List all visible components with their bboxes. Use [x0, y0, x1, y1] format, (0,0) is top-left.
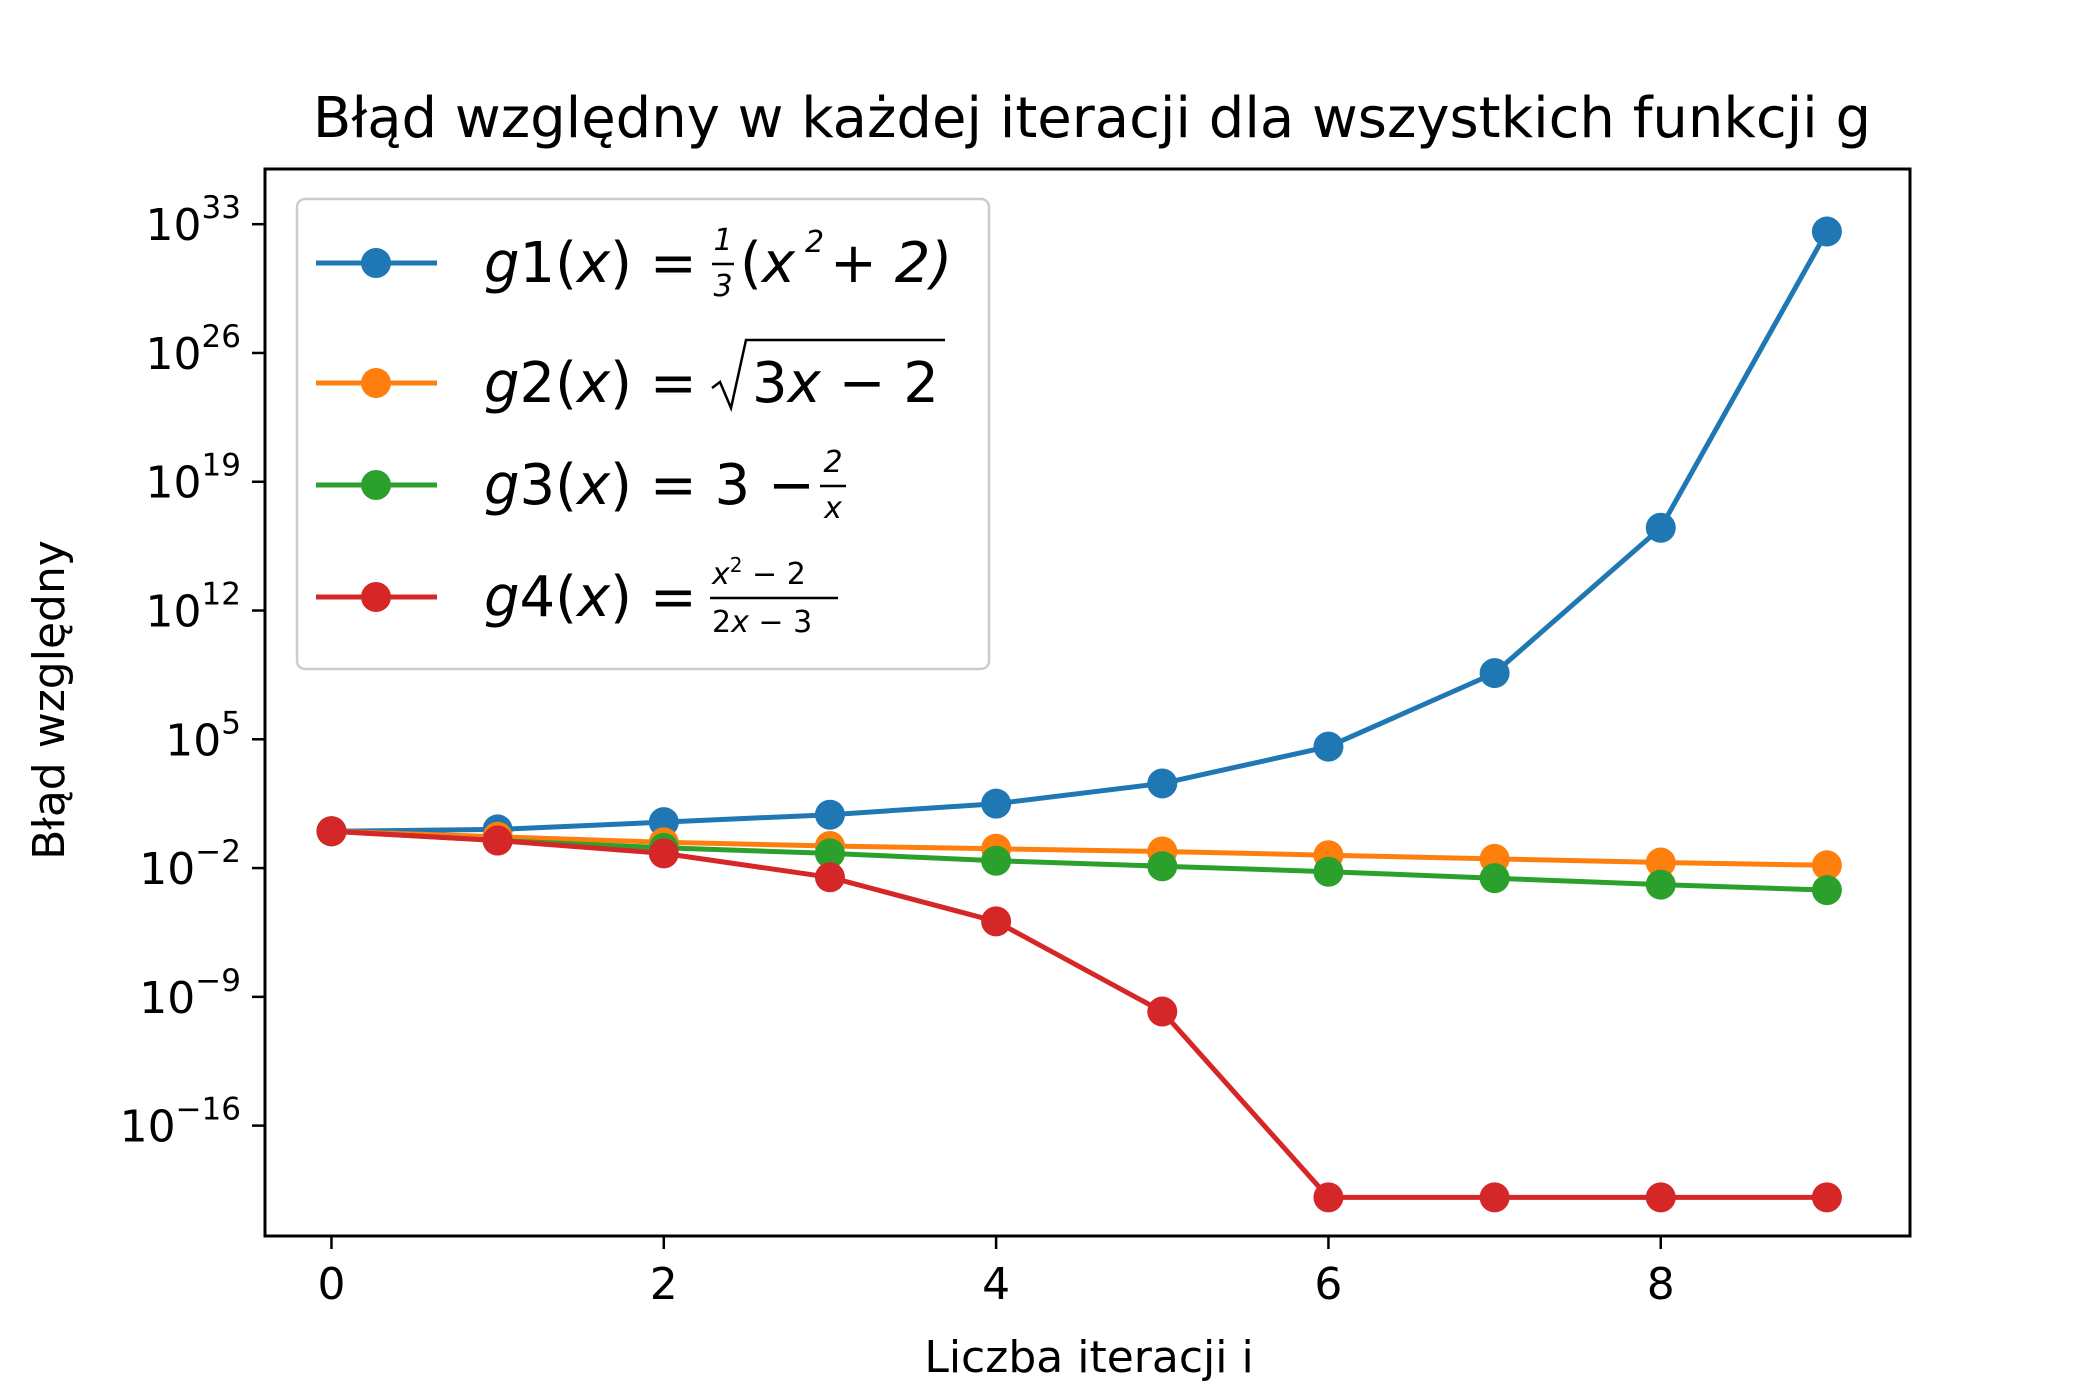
- data-point-g3: [1811, 875, 1842, 906]
- y-axis-label: Błąd względny: [24, 540, 75, 860]
- chart-title: Błąd względny w każdej iteracji dla wszy…: [313, 86, 1871, 151]
- legend-entry-g1: g1(x) = 1 3 (x 2 + 2): [316, 223, 952, 304]
- data-point-g3: [1147, 851, 1178, 882]
- data-point-g4: [1811, 1182, 1842, 1213]
- svg-text:g2(x) =: g2(x) =: [484, 351, 697, 416]
- svg-text:g1(x) =: g1(x) =: [484, 231, 697, 296]
- series-line-g3: [331, 828, 1827, 893]
- legend-label-g4: g4(x) = x2 − 2 2x − 3: [484, 553, 838, 640]
- data-point-g1: [981, 788, 1012, 819]
- legend-marker-g3: [361, 470, 391, 500]
- data-point-g4: [1313, 1182, 1344, 1213]
- series-line-g2: [331, 828, 1827, 868]
- data-point-g3: [1645, 869, 1676, 900]
- y-axis-ticks: 10−16 10−9 10−2 105 1012 1019 1026 1033: [120, 190, 265, 1153]
- data-point-g3: [1313, 856, 1344, 887]
- data-point-g1: [1147, 768, 1178, 799]
- x-tick-label: 4: [982, 1259, 1010, 1310]
- svg-text:3: 3: [713, 269, 732, 304]
- legend-entry-g2: g2(x) = 3x − 2: [316, 338, 945, 416]
- x-tick-label: 0: [317, 1259, 345, 1310]
- legend-label-g2: g2(x) = 3x − 2: [484, 338, 945, 416]
- data-point-g1: [1811, 216, 1842, 247]
- legend-entry-g3: g3(x) = 3 − 2 x: [316, 445, 846, 526]
- legend-label-g3: g3(x) = 3 − 2 x: [484, 445, 846, 526]
- y-tick-label: 105: [165, 705, 241, 766]
- y-tick-label: 1012: [146, 577, 241, 638]
- x-tick-label: 6: [1314, 1259, 1342, 1310]
- svg-text:+ 2): + 2): [830, 231, 952, 296]
- legend-box: [295, 197, 991, 671]
- svg-text:2: 2: [805, 225, 824, 260]
- y-tick-label: 1026: [146, 319, 241, 380]
- y-tick-label: 10−9: [139, 963, 241, 1024]
- y-tick-label: 10−16: [120, 1092, 241, 1153]
- x-axis-label: Liczba iteracji i: [924, 1332, 1253, 1383]
- data-point-g1: [1313, 731, 1344, 762]
- data-point-g3: [1479, 863, 1510, 894]
- legend: g1(x) = 1 3 (x 2 + 2) g2(x) = 3x − 2 g: [295, 197, 991, 671]
- data-point-g4: [1147, 996, 1178, 1027]
- plot-frame: [263, 167, 1912, 1238]
- data-point-g1: [814, 799, 845, 830]
- data-point-g3: [814, 838, 845, 869]
- svg-text:1: 1: [713, 223, 732, 258]
- series-line-g4: [331, 828, 1827, 1200]
- svg-text:g4(x) =: g4(x) =: [484, 565, 697, 630]
- data-point-g1: [1479, 658, 1510, 689]
- legend-marker-g4: [361, 582, 391, 612]
- data-point-g1: [1645, 512, 1676, 543]
- y-tick-label: 1019: [146, 448, 241, 509]
- svg-text:2: 2: [823, 445, 842, 480]
- data-point-g4: [1645, 1182, 1676, 1213]
- x-tick-label: 2: [650, 1259, 678, 1310]
- legend-marker-g2: [361, 368, 391, 398]
- svg-text:g3(x) = 3 −: g3(x) = 3 −: [484, 453, 815, 518]
- svg-text:(x: (x: [740, 231, 796, 296]
- data-point-g4: [482, 825, 513, 856]
- x-tick-label: 8: [1647, 1259, 1675, 1310]
- legend-label-g1: g1(x) = 1 3 (x 2 + 2): [484, 223, 952, 304]
- svg-text:3x − 2: 3x − 2: [752, 351, 939, 416]
- data-point-g4: [316, 816, 347, 847]
- legend-entry-g4: g4(x) = x2 − 2 2x − 3: [316, 553, 838, 640]
- y-tick-label: 1033: [146, 190, 241, 251]
- data-point-g3: [981, 845, 1012, 876]
- data-point-g2: [1645, 847, 1676, 878]
- data-point-g4: [981, 906, 1012, 937]
- series-layer: [316, 216, 1842, 1213]
- data-point-g4: [648, 838, 679, 869]
- y-tick-label: 10−2: [139, 834, 241, 895]
- svg-text:x: x: [823, 491, 842, 526]
- data-point-g2: [1811, 850, 1842, 881]
- svg-text:x2 − 2: x2 − 2: [711, 553, 806, 592]
- series-line-g1: [331, 230, 1830, 834]
- legend-marker-g1: [361, 248, 391, 278]
- data-point-g4: [1479, 1182, 1510, 1213]
- data-point-g4: [814, 862, 845, 893]
- svg-text:2x − 3: 2x − 3: [712, 605, 812, 640]
- x-axis-ticks: 0 2 4 6 8: [317, 1236, 1675, 1310]
